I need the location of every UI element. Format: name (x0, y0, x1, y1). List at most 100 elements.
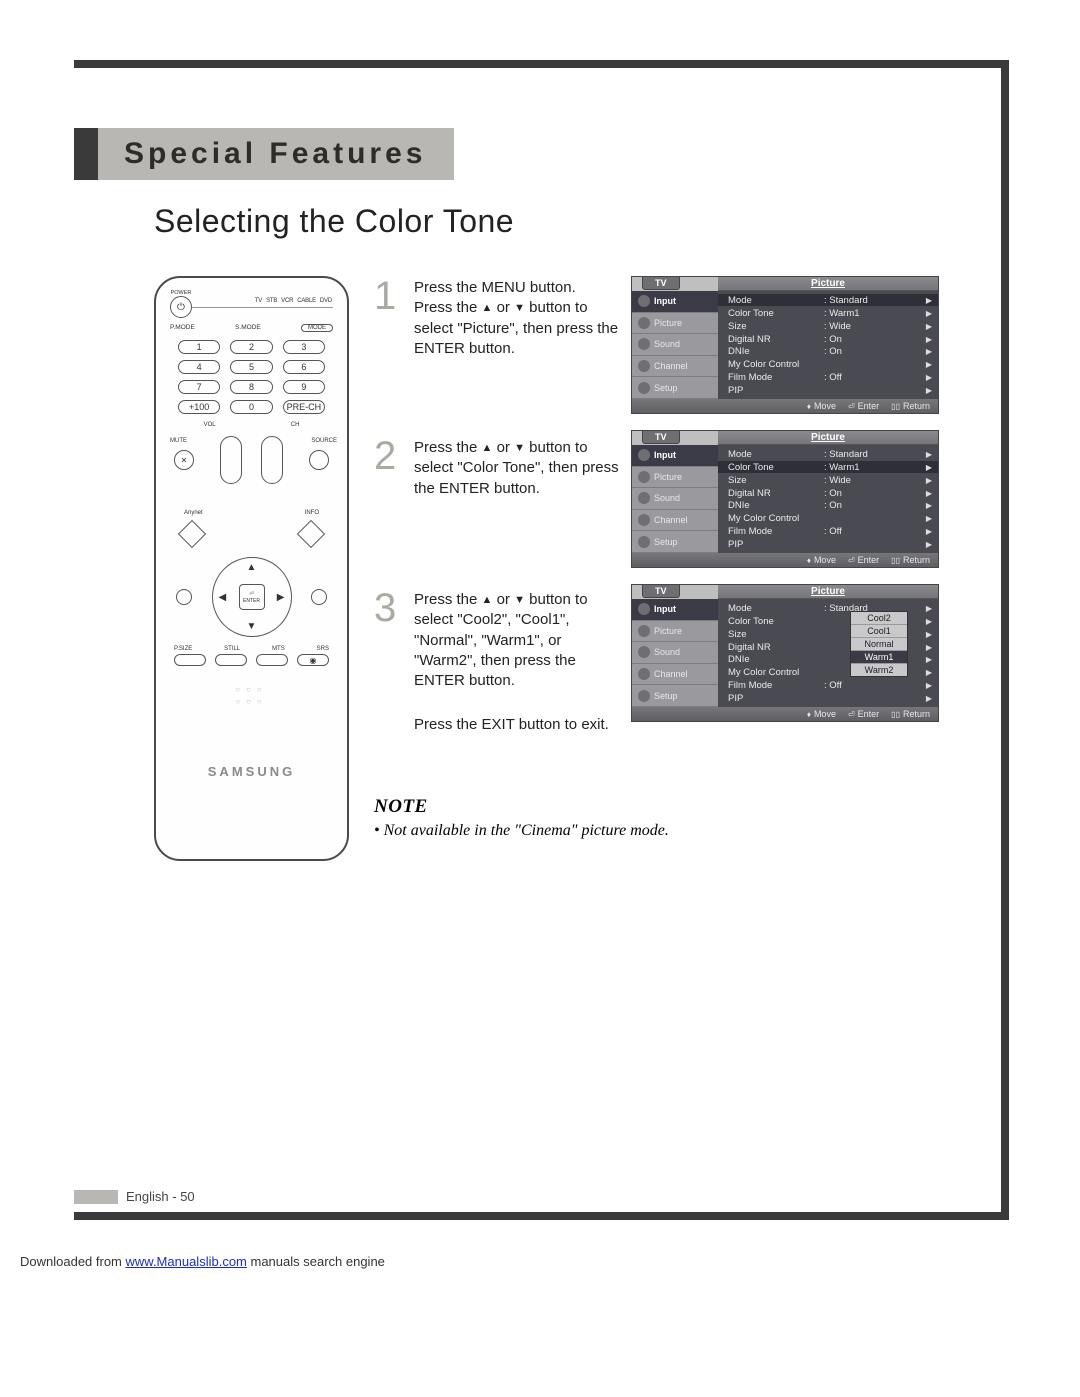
num-4: 4 (178, 360, 220, 374)
osd-footer: ♦Move ⏎Enter ▯▯Return (632, 707, 938, 721)
osd-tab-label: Picture (654, 626, 682, 636)
osd-tab-setup: Setup (632, 531, 718, 553)
osd-tab-label: Channel (654, 361, 688, 371)
mute-label: MUTE (170, 438, 187, 444)
osd-tab-input: Input (632, 291, 718, 313)
step-1-text: Press the MENU button. Press the ▲ or ▼ … (414, 278, 624, 359)
osd-row-value: : Wide (824, 321, 926, 332)
move-glyph-icon: ♦ (807, 402, 811, 411)
osd-row-label: Size (728, 475, 824, 486)
source-button-icon (309, 450, 329, 470)
osd-dropdown: Cool2Cool1NormalWarm1Warm2 (850, 611, 908, 677)
osd-row-value: : On (824, 500, 926, 511)
footer-bar-icon (74, 1190, 118, 1204)
mts-button-icon (256, 654, 288, 666)
enter-button-icon: ⏎ ENTER (239, 584, 265, 610)
dpad-down-icon: ▼ (247, 621, 257, 632)
osd-tab-icon (638, 625, 650, 637)
osd-tab-icon (638, 295, 650, 307)
osd-row-label: Digital NR (728, 488, 824, 499)
mts-label: MTS (272, 646, 285, 652)
osd-row-label: DNIe (728, 346, 824, 357)
num-6: 6 (283, 360, 325, 374)
osd-row-value: : Off (824, 680, 926, 691)
num-plus100: +100 (178, 400, 220, 414)
power-label: POWER (170, 290, 192, 296)
still-label: STILL (224, 646, 240, 652)
down-triangle-icon: ▼ (514, 302, 525, 314)
vol-ch-pad: MUTE SOURCE ✕ (166, 430, 337, 508)
step-2-or: or (492, 439, 514, 456)
osd-tab-label: Picture (654, 472, 682, 482)
menu-button-icon (178, 520, 206, 548)
osd-row-value: : On (824, 334, 926, 345)
download-link[interactable]: www.Manualslib.com (126, 1254, 247, 1269)
enter-glyph-icon: ⏎ (848, 402, 855, 411)
osd-row: Digital NR: On▶ (728, 487, 932, 499)
return-glyph-icon: ▯▯ (891, 402, 900, 411)
osd-row: Film Mode: Off▶ (728, 680, 932, 692)
osd-tab-label: Picture (654, 318, 682, 328)
osd-dropdown-option: Cool2 (851, 612, 907, 625)
step-1-or: or (492, 299, 514, 316)
still-button-icon (215, 654, 247, 666)
download-pre: Downloaded from (20, 1254, 126, 1269)
dev-cable: CABLE (296, 298, 317, 304)
bottom-pill-row: ◉ (166, 654, 337, 674)
chevron-right-icon: ▶ (926, 630, 932, 639)
osd-row: My Color Control▶ (728, 359, 932, 371)
osd-dropdown-option: Normal (851, 638, 907, 651)
osd-row-label: Digital NR (728, 334, 824, 345)
osd-tab-icon (638, 514, 650, 526)
step-3-text: Press the ▲ or ▼ button to select "Cool2… (414, 590, 624, 691)
brand-label: SAMSUNG (166, 708, 337, 779)
device-row: TV STB VCR CABLE DVD (192, 298, 333, 304)
osd-row-label: Color Tone (728, 308, 824, 319)
osd-row: Film Mode: Off▶ (728, 526, 932, 538)
osd-tab-channel: Channel (632, 356, 718, 378)
osd-row: Color Tone: Warm1▶ (728, 307, 932, 319)
osd-tab-label: Sound (654, 339, 680, 349)
chevron-right-icon: ▶ (926, 617, 932, 626)
osd-tab-icon (638, 449, 650, 461)
osd-row-label: Film Mode (728, 526, 824, 537)
osd-row-value: : Off (824, 526, 926, 537)
step-3-or: or (492, 591, 514, 608)
vol-label: VOL (204, 422, 216, 428)
osd-tab-icon (638, 471, 650, 483)
info-label: INFO (305, 510, 319, 516)
chevron-right-icon: ▶ (926, 643, 932, 652)
osd-title: Picture (718, 431, 938, 445)
dev-tv: TV (254, 298, 263, 304)
download-post: manuals search engine (247, 1254, 385, 1269)
osd-row-value: : On (824, 488, 926, 499)
dev-vcr: VCR (280, 298, 294, 304)
chevron-right-icon: ▶ (926, 527, 932, 536)
osd-title: Picture (718, 277, 938, 291)
return-glyph-icon: ▯▯ (891, 556, 900, 565)
chevron-right-icon: ▶ (926, 322, 932, 331)
osd-side-tabs: InputPictureSoundChannelSetup (632, 445, 718, 553)
osd-tab-icon (638, 536, 650, 548)
osd-row: PIP▶ (728, 385, 932, 397)
exit-button-icon (297, 520, 325, 548)
srs-button-icon: ◉ (297, 654, 329, 666)
step-2-number: 2 (374, 438, 404, 474)
osd-tab-sound: Sound (632, 334, 718, 356)
page-frame: Special Features Selecting the Color Ton… (74, 60, 1009, 1220)
step-2-text: Press the ▲ or ▼ button to select "Color… (414, 438, 624, 499)
osd-row: Size: Wide▶ (728, 474, 932, 486)
osd-foot-enter: Enter (858, 401, 880, 411)
return-glyph-icon: ▯▯ (891, 710, 900, 719)
note-heading: NOTE (374, 796, 669, 818)
osd-tab-label: Setup (654, 537, 678, 547)
osd-tab-input: Input (632, 599, 718, 621)
section-title: Special Features (124, 137, 426, 171)
osd-tab-picture: Picture (632, 313, 718, 335)
dpad-icon: ▲ ▼ ◀ ▶ ⏎ ENTER (212, 557, 292, 637)
osd-tv-tab: TV (642, 431, 680, 444)
osd-row: Film Mode: Off▶ (728, 372, 932, 384)
num-5: 5 (230, 360, 272, 374)
osd-row: PIP▶ (728, 693, 932, 705)
source-label: SOURCE (311, 438, 337, 444)
